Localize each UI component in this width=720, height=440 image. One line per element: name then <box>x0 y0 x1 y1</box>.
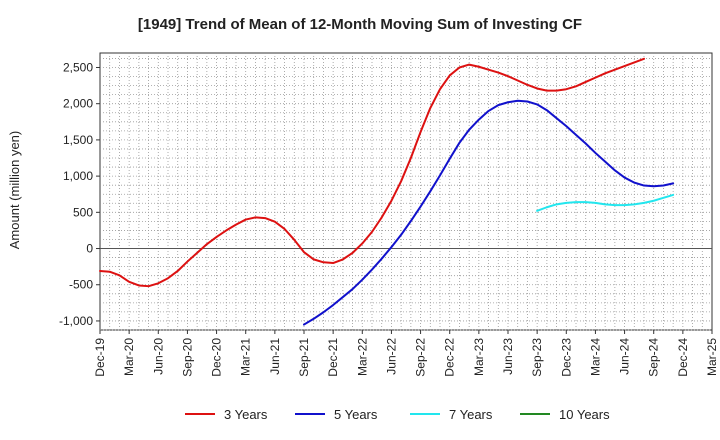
grid-layer <box>99 52 713 331</box>
y-tick-label: 1,000 <box>63 169 93 183</box>
x-tick-label: Mar-24 <box>588 338 602 376</box>
series-layer <box>99 57 675 326</box>
y-tick-label: -500 <box>69 278 93 292</box>
x-tick-label: Sep-24 <box>647 338 661 377</box>
x-tick-label: Dec-23 <box>559 338 573 377</box>
x-tick-label: Jun-24 <box>618 338 632 375</box>
legend-label: 7 Years <box>449 407 493 422</box>
y-tick-label: 2,500 <box>63 60 93 74</box>
y-tick-labels: -1,000 -500 0 500 1,000 1,500 2,000 2,500 <box>59 60 100 328</box>
legend-label: 5 Years <box>334 407 378 422</box>
y-tick-label: 2,000 <box>63 97 93 111</box>
y-tick-label: 1,500 <box>63 133 93 147</box>
x-tick-label: Sep-20 <box>180 338 194 377</box>
x-tick-label: Dec-21 <box>326 338 340 377</box>
y-tick-label: 500 <box>73 205 93 219</box>
x-tick-label: Dec-19 <box>93 338 107 377</box>
x-tick-label: Mar-20 <box>122 338 136 376</box>
x-tick-label: Mar-23 <box>472 338 486 376</box>
x-tick-label: Jun-22 <box>384 338 398 375</box>
legend-label: 3 Years <box>224 407 268 422</box>
x-tick-label: Jun-21 <box>268 338 282 375</box>
x-tick-label: Sep-21 <box>297 338 311 377</box>
x-tick-label: Dec-20 <box>210 338 224 377</box>
x-tick-label: Dec-24 <box>676 338 690 377</box>
legend-label: 10 Years <box>559 407 610 422</box>
y-tick-label: 0 <box>86 242 93 256</box>
y-tick-label: -1,000 <box>59 314 93 328</box>
x-tick-label: Dec-22 <box>443 338 457 377</box>
series-line-5-years <box>303 99 675 326</box>
series-line-7-years <box>536 193 675 212</box>
x-tick-label: Mar-21 <box>239 338 253 376</box>
x-tick-label: Sep-22 <box>414 338 428 377</box>
x-tick-labels: Dec-19 Mar-20 Jun-20 Sep-20 Dec-20 Mar-21 Jun-… <box>93 330 719 377</box>
x-tick-label: Mar-25 <box>705 338 719 376</box>
chart-title: [1949] Trend of Mean of 12-Month Moving … <box>138 16 582 33</box>
x-tick-label: Sep-23 <box>530 338 544 377</box>
x-tick-label: Mar-22 <box>355 338 369 376</box>
x-tick-label: Jun-20 <box>151 338 165 375</box>
plot-frame <box>99 52 713 331</box>
legend: 3 Years 5 Years 7 Years 10 Years <box>185 407 610 422</box>
y-axis-label: Amount (million yen) <box>7 131 22 250</box>
series-line-3-years <box>99 57 645 288</box>
x-tick-label: Jun-23 <box>501 338 515 375</box>
